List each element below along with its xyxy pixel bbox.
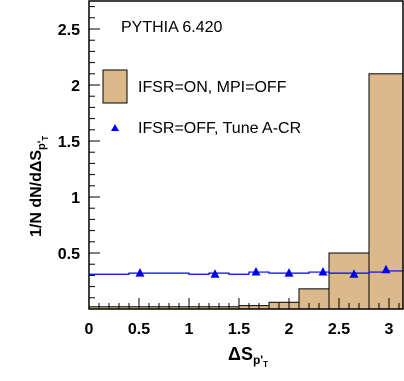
legend-label-markers: IFSR=OFF, Tune A-CR: [138, 120, 301, 137]
marker-point-4: [318, 267, 328, 276]
x-tick-label-0: 0: [85, 321, 94, 338]
y-tick-label-4: 2.5: [58, 22, 80, 39]
legend-swatch-hist: [102, 69, 128, 104]
y-tick-label-0: 0.5: [58, 246, 80, 263]
marker-point-1: [210, 269, 220, 278]
hist-bar-8: [328, 252, 370, 310]
x-axis-ticks: 0 0.5 1 1.5 2 2.5 3: [85, 298, 400, 338]
y-axis-ticks: 0.5 1 1.5 2 2.5: [58, 6, 100, 299]
legend-marker-triangle-icon: [111, 124, 119, 131]
hist-bar-9: [368, 73, 404, 310]
y-tick-label-3: 2: [71, 78, 80, 95]
x-axis-title-subsub: T: [263, 360, 268, 369]
x-tick-label-3: 1.5: [228, 321, 250, 338]
marker-point-5: [349, 269, 359, 278]
x-axis-title-sub: p': [253, 353, 263, 367]
y-tick-label-2: 1.5: [58, 134, 80, 151]
histogram-bars: [88, 73, 404, 310]
legend-label-hist: IFSR=ON, MPI=OFF: [138, 79, 287, 96]
marker-point-3: [284, 268, 294, 277]
x-tick-label-4: 2: [285, 321, 294, 338]
y-axis-title: 1/N dN/dΔSp'T: [28, 136, 50, 237]
plot-frame: [88, 0, 404, 310]
legend: IFSR=ON, MPI=OFF IFSR=OFF, Tune A-CR: [102, 69, 301, 137]
y-axis-title-main: 1/N dN/dΔS: [28, 150, 45, 237]
x-tick-label-6: 3: [385, 321, 394, 338]
x-axis-title: ΔSp'T: [228, 344, 268, 369]
marker-point-0: [135, 268, 145, 277]
y-axis-title-subsub: T: [41, 136, 50, 141]
hist-bar-7: [298, 288, 330, 310]
y-tick-label-1: 1: [71, 190, 80, 207]
marker-point-6: [381, 264, 391, 274]
x-tick-label-1: 0.5: [128, 321, 150, 338]
x-tick-label-5: 2.5: [328, 321, 350, 338]
y-axis-title-sub: p': [36, 140, 48, 150]
series-markers: [135, 264, 391, 278]
x-tick-label-2: 1: [185, 321, 194, 338]
hist-bar-6: [268, 301, 300, 310]
x-axis-title-main: ΔS: [228, 344, 253, 364]
series-step-line: [89, 270, 403, 275]
marker-point-2: [251, 267, 261, 276]
annotation-text: PYTHIA 6.420: [121, 19, 222, 36]
